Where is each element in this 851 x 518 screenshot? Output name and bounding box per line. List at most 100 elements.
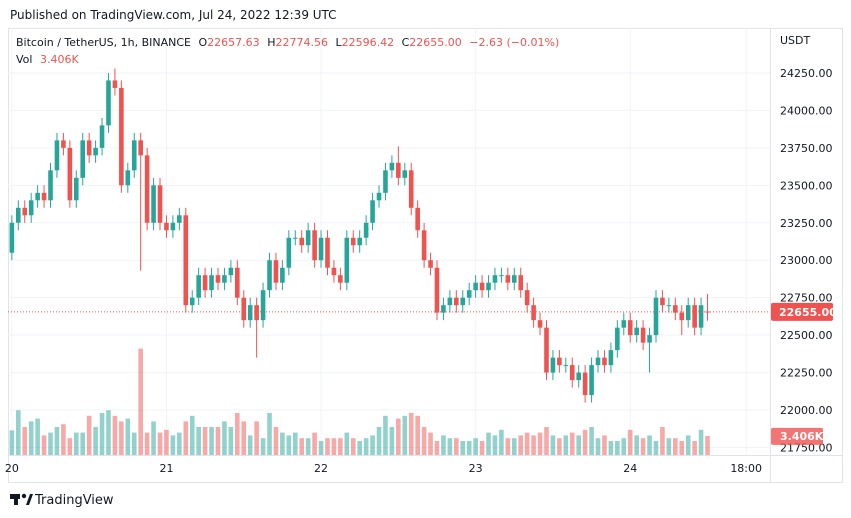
volume-bar [99,413,105,455]
volume-bar [492,435,498,455]
candle-body [157,185,163,223]
volume-bar [441,435,446,455]
volume-bar [312,432,317,455]
candle-body [370,200,375,223]
candle-body [267,260,272,291]
candle-body [492,275,498,283]
volume-bar [235,413,240,455]
candle-body [260,290,266,321]
volume-bar [202,427,208,455]
volume-bar [222,421,227,455]
candle-body [93,147,98,156]
candle-layer [9,68,710,403]
candle-body [447,297,453,306]
candle-body [640,327,646,343]
candle-body [119,87,124,186]
candle-body [344,237,350,283]
volume-bar [196,427,201,455]
volume-bar [305,438,311,455]
candle-body [209,275,214,291]
x-tick-label: 18:00 [730,462,762,475]
volume-bar [705,435,710,455]
candle-body [666,305,672,307]
volume-bar [421,427,427,455]
brand-name: TradingView [34,493,114,508]
volume-bar [505,438,511,455]
candle-body [402,170,408,178]
candle-body [421,230,427,261]
volume-bar [54,427,60,455]
volume-bar [344,432,350,455]
candle-body [550,357,556,373]
volume-bar [106,410,111,455]
published-note: Published on TradingView.com, Jul 24, 20… [10,8,337,22]
candle-body [202,275,208,291]
change: −2.63 (−0.01%) [469,36,559,49]
volume-bar [357,441,362,455]
candle-body [479,282,485,291]
candle-body [331,267,337,276]
candle-body [363,222,369,238]
candle-body [292,237,298,239]
volume-bar [550,435,556,455]
brand-logo [14,494,18,505]
candle-body [576,372,581,381]
volume-bar [627,429,633,455]
volume-bar [338,438,343,455]
y-tick-label: 23500.00 [780,179,833,192]
volume-bar [93,427,98,455]
volume-bar [447,438,453,455]
candle-body [511,275,517,283]
volume-bar [131,432,137,455]
volume-bar [595,438,601,455]
candle-body [595,357,601,366]
candle-body [698,305,704,328]
volume-bar [473,438,478,455]
volume-bar [9,430,15,455]
volume-bar [22,427,28,455]
brand-logo [26,494,33,505]
volume-bar [434,441,440,455]
volume-bar [531,435,536,455]
volume-bar [350,438,356,455]
volume-bar [396,418,401,455]
candle-body [486,282,491,291]
candle-body [189,297,195,306]
volume-bar [415,415,420,455]
candle-body [673,305,678,313]
candle-body [286,237,292,268]
low: 22596.42 [342,36,395,49]
volume-bar [241,421,247,455]
candle-body [170,222,176,231]
candle-body [608,350,614,366]
volume-bar [557,438,562,455]
candle-body [99,125,105,148]
volume-bar [86,415,92,455]
volume-bar [331,438,337,455]
volume-bar [511,438,517,455]
volume-bar [61,424,66,455]
candle-body [582,372,588,396]
volume-bar [215,427,221,455]
volume-bar [460,441,466,455]
y-tick-label: 22500.00 [780,329,833,342]
candle-body [9,222,15,253]
candle-body [441,305,446,313]
volume-bar [698,429,704,455]
candle-body [16,207,21,223]
volume-bar [280,432,285,455]
volume-bar [260,438,266,455]
candle-body [138,140,143,156]
candle-body [466,290,472,298]
volume-bar [151,421,156,455]
grid [8,28,770,455]
open-label: O [199,36,208,49]
candle-body [647,335,652,343]
volume-bar [692,441,697,455]
volume-bar [318,441,324,455]
candle-body [627,320,633,336]
candle-body [125,170,131,186]
volume-bar [164,429,169,455]
candle-body [67,147,73,201]
